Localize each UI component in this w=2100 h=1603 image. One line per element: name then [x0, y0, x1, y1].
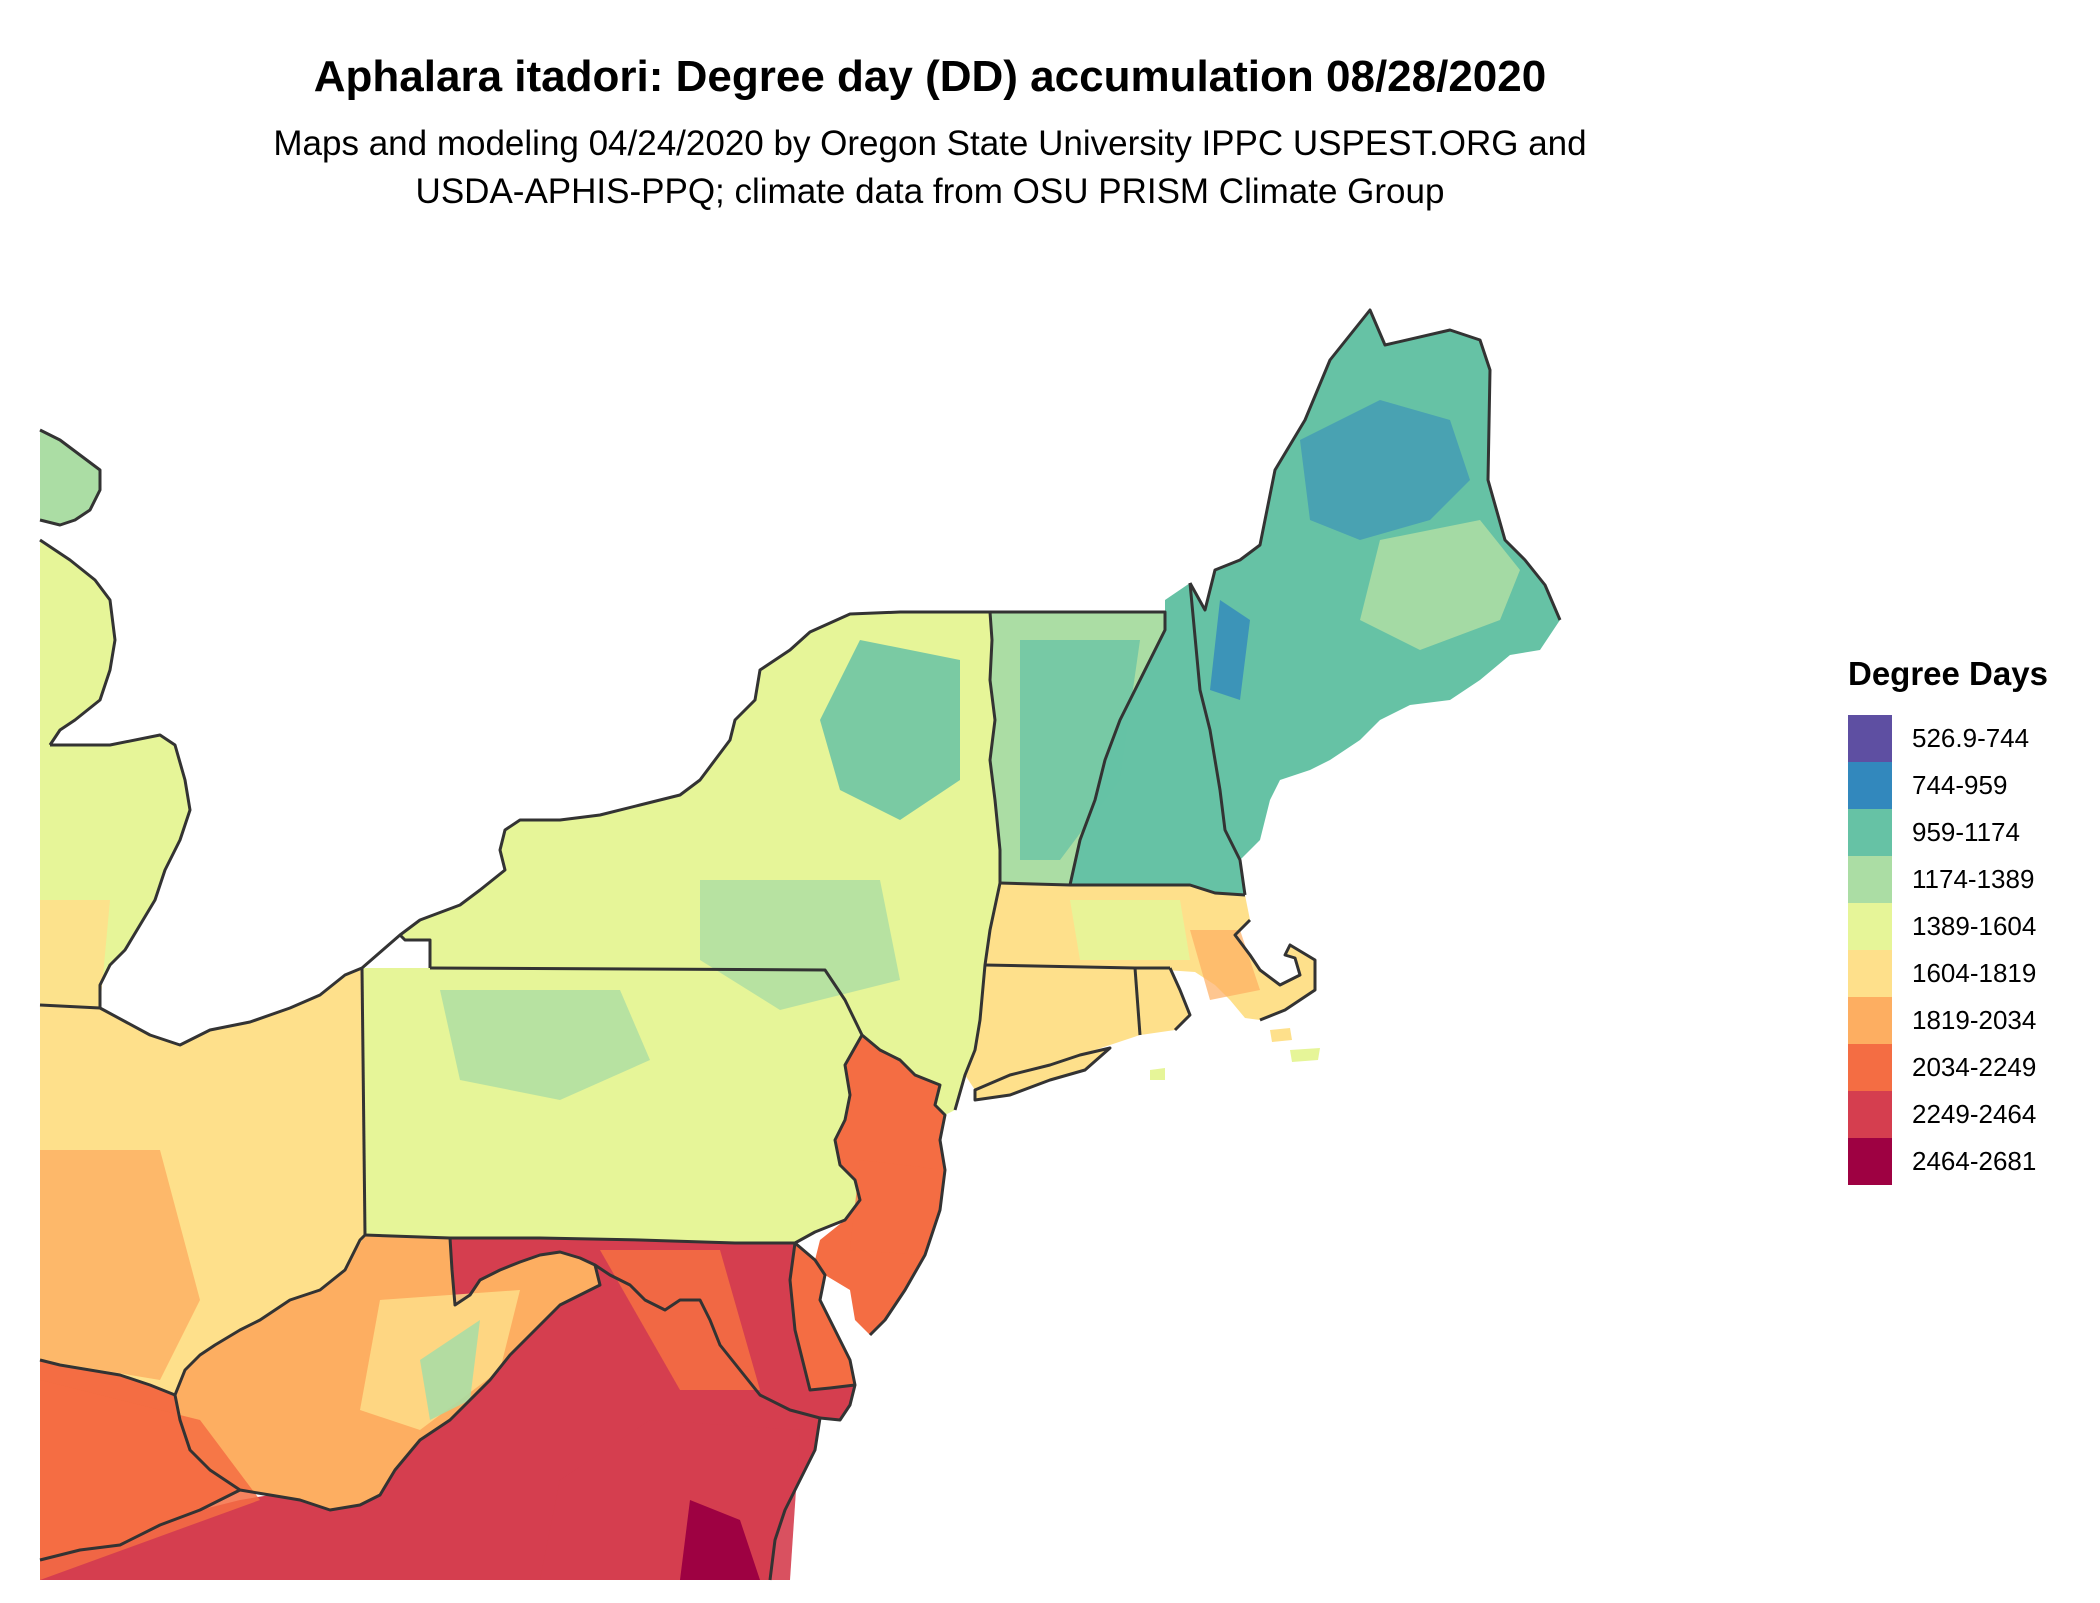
legend-item: 526.9-744: [1848, 715, 2048, 762]
legend-swatch: [1848, 1138, 1892, 1185]
state-border: [360, 967, 367, 1236]
state-border: [1233, 918, 1317, 1022]
island-patch: [1150, 1068, 1165, 1080]
legend-swatch: [1848, 809, 1892, 856]
legend-label: 1604-1819: [1912, 958, 2037, 988]
state-border: [50, 733, 192, 1008]
legend-label: 744-959: [1912, 770, 2008, 800]
legend-swatch: [1848, 950, 1892, 997]
state-border: [973, 1046, 1112, 1102]
dd-patch: [40, 900, 110, 1008]
dd-patch: [700, 880, 900, 1010]
legend-item: 1174-1389: [1848, 856, 2048, 903]
legend-title: Degree Days: [1848, 655, 2048, 692]
island-patch: [40, 430, 100, 525]
legend-swatch: [1848, 762, 1892, 809]
state-border: [39, 428, 102, 527]
legend-swatch: [1848, 903, 1892, 950]
legend-label: 2249-2464: [1912, 1099, 2037, 1129]
state-borders: [39, 308, 1562, 1581]
dd-patch: [850, 1160, 945, 1255]
state-border: [448, 1237, 822, 1581]
state-border: [364, 1233, 795, 1245]
island-patch: [1270, 1028, 1292, 1042]
dd-patch: [1070, 900, 1190, 960]
dd-patch: [1360, 520, 1520, 650]
legend-label: 2034-2249: [1912, 1052, 2037, 1082]
state-border: [794, 1034, 864, 1245]
legend-item: 2249-2464: [1848, 1091, 2048, 1138]
state-border: [1188, 308, 1562, 621]
state-border: [1188, 582, 1247, 896]
state-border: [429, 966, 947, 1337]
legend: Degree Days 526.9-744 744-959 959-1174 1174…: [1848, 655, 2048, 1185]
legend-item: 744-959: [1848, 762, 2048, 809]
state-border: [173, 1264, 602, 1512]
legend-label: 526.9-744: [1912, 723, 2030, 753]
legend-label: 1174-1389: [1912, 864, 2035, 894]
legend-items: 526.9-744 744-959 959-1174 1174-1389 1389-16…: [1848, 715, 2048, 1185]
state-border: [953, 611, 1002, 1111]
legend-item: 2464-2681: [1848, 1138, 2048, 1185]
dd-patch: [1300, 400, 1470, 540]
region-michigan: [40, 540, 190, 1008]
legend-label: 2464-2681: [1912, 1146, 2037, 1176]
state-border: [794, 1241, 857, 1422]
dd-patch: [40, 1380, 260, 1580]
legend-swatch: [1848, 1044, 1892, 1091]
legend-item: 1604-1819: [1848, 950, 2048, 997]
map-title: Aphalara itadori: Degree day (DD) accumu…: [313, 52, 1547, 101]
dd-patch: [1210, 600, 1250, 700]
legend-item: 2034-2249: [1848, 1044, 2048, 1091]
dd-patch: [420, 1320, 480, 1420]
region-new-hampshire: [1070, 583, 1245, 895]
region-delaware: [790, 1243, 855, 1390]
state-border: [39, 538, 117, 746]
state-border: [990, 610, 1167, 886]
dd-patch: [820, 640, 960, 820]
legend-label: 1819-2034: [1912, 1005, 2037, 1035]
state-border: [39, 1233, 367, 1397]
dd-patch: [40, 1150, 200, 1380]
legend-item: 959-1174: [1848, 809, 2048, 856]
map-fill-layer: [40, 310, 1560, 1580]
state-border: [999, 881, 1246, 897]
state-border: [1168, 967, 1192, 1032]
dd-patch: [440, 990, 650, 1100]
dd-patch: [1190, 930, 1260, 1000]
legend-item: 1389-1604: [1848, 903, 2048, 950]
island-patch: [1290, 1048, 1320, 1062]
dd-patch: [680, 1500, 760, 1580]
legend-swatch: [1848, 997, 1892, 1044]
legend-item: 1819-2034: [1848, 997, 2048, 1044]
state-border: [398, 933, 432, 968]
legend-swatch: [1848, 1091, 1892, 1138]
region-connecticut: [965, 965, 1140, 1090]
legend-swatch: [1848, 856, 1892, 903]
legend-label: 1389-1604: [1912, 911, 2037, 941]
region-long-island: [975, 1048, 1110, 1100]
legend-label: 959-1174: [1912, 817, 2020, 847]
legend-swatch: [1848, 715, 1892, 762]
map-subtitle-line2: USDA-APHIS-PPQ; climate data from OSU PR…: [415, 172, 1445, 211]
dd-patch: [1020, 640, 1140, 860]
state-border: [1133, 967, 1142, 1036]
dd-patch: [600, 1250, 760, 1390]
state-border: [39, 1488, 241, 1562]
state-border: [788, 1242, 856, 1392]
state-border: [39, 610, 990, 1047]
map-subtitle-line1: Maps and modeling 04/24/2020 by Oregon S…: [273, 124, 1587, 163]
